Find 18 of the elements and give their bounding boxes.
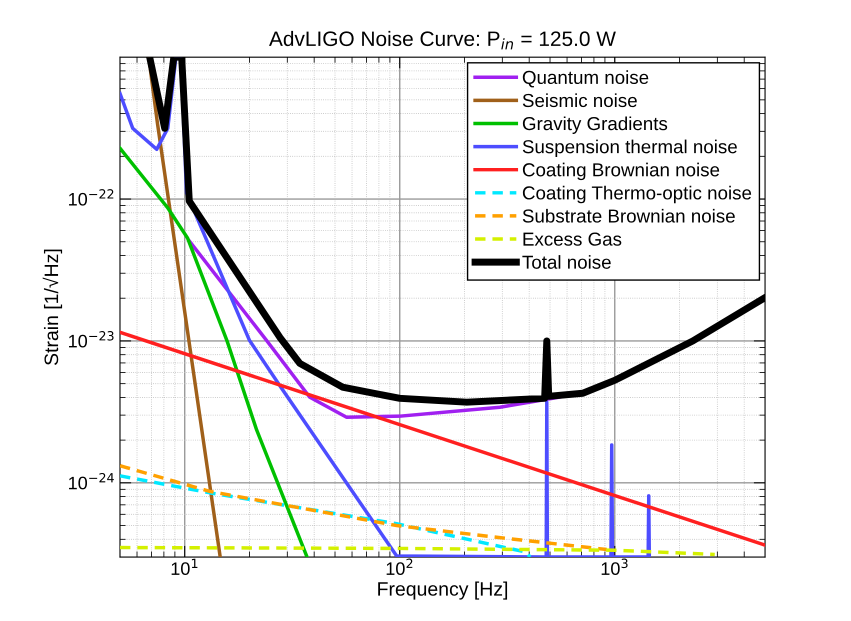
legend-label: Coating Brownian noise — [522, 162, 720, 180]
legend-label: Suspension thermal noise — [522, 140, 737, 158]
legend-label: Quantum noise — [522, 70, 648, 88]
y-axis-title: Strain [1/√Hz] — [42, 250, 62, 366]
x-tick-label: 10$^{3}$ — [602, 558, 628, 576]
x-tick-label: 10$^{1}$ — [172, 558, 198, 576]
legend-label: Excess Gas — [523, 232, 622, 246]
legend-label: Total noise — [522, 255, 611, 269]
y-tick-label: 10$^{−24}$ — [69, 472, 114, 490]
x-tick-label: 10$^{2}$ — [386, 558, 412, 576]
y-tick-label: 10$^{−23}$ — [69, 331, 114, 348]
legend-label: Seismic noise — [522, 93, 637, 108]
legend-label: Coating Thermo-optic noise — [522, 186, 752, 204]
legend-label: Gravity Gradients — [522, 116, 668, 134]
x-axis-title: Frequency [Hz] — [378, 582, 508, 600]
y-tick-label: 10$^{−22}$ — [69, 189, 114, 206]
chart-title: AdvLIGO Noise Curve: P$_{in}$ = 125.0 W — [269, 30, 616, 50]
legend-label: Substrate Brownian noise — [522, 208, 735, 223]
